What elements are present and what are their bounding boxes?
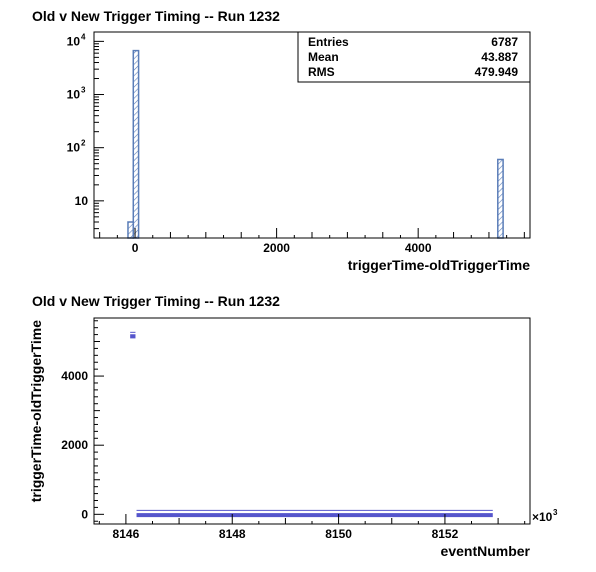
stats-box: Entries 6787 Mean 43.887 RMS 479.949 bbox=[297, 31, 531, 83]
histogram-y-tick-label: 10 bbox=[75, 194, 89, 208]
histogram-y-tick-label: 10 bbox=[67, 88, 81, 102]
scatter-title: Old v New Trigger Timing -- Run 1232 bbox=[32, 293, 280, 309]
stats-box-frame bbox=[297, 31, 531, 83]
stats-row-label: Entries bbox=[308, 35, 349, 49]
scatter-y-axis: 0 2000 4000 bbox=[61, 320, 104, 522]
histogram-x-label: triggerTime-oldTriggerTime bbox=[348, 257, 531, 273]
scatter-frame bbox=[93, 317, 531, 525]
histogram-x-tick-label: 2000 bbox=[263, 241, 290, 255]
scatter-point-cluster bbox=[136, 513, 493, 518]
histogram-y-tick-exponent: 3 bbox=[81, 86, 86, 95]
scatter-point-cluster bbox=[130, 334, 136, 339]
scatter-y-tick-label: 0 bbox=[81, 507, 88, 521]
histogram-x-axis: 0 2000 4000 bbox=[99, 228, 525, 255]
scatter-points bbox=[130, 331, 493, 518]
histogram-y-tick-exponent: 2 bbox=[81, 139, 86, 148]
scatter-x-tick-label: 8148 bbox=[219, 527, 246, 541]
stats-row-label: RMS bbox=[308, 65, 335, 79]
scatter-x-axis: 8146 8148 8150 8152 bbox=[98, 514, 526, 541]
histogram-y-tick-exponent: 4 bbox=[81, 32, 86, 41]
scatter-x-tick-label: 8150 bbox=[325, 527, 352, 541]
histogram-bin bbox=[127, 221, 135, 239]
scatter-x-tick-label: 8146 bbox=[113, 527, 140, 541]
histogram-y-tick-label: 10 bbox=[67, 34, 81, 48]
x-multiplier: ×10 3 bbox=[532, 508, 558, 524]
scatter-y-label: triggerTime-oldTriggerTime bbox=[28, 320, 44, 503]
x-multiplier-exponent: 3 bbox=[553, 508, 558, 517]
stats-row-label: Mean bbox=[308, 50, 339, 64]
stats-row-value: 6787 bbox=[491, 35, 518, 49]
stats-row-value: 479.949 bbox=[475, 65, 519, 79]
stats-row-value: 43.887 bbox=[481, 50, 518, 64]
scatter-x-label: eventNumber bbox=[441, 543, 531, 559]
scatter-y-tick-label: 2000 bbox=[61, 438, 88, 452]
histogram-title: Old v New Trigger Timing -- Run 1232 bbox=[32, 8, 280, 24]
stats-rows: Entries 6787 Mean 43.887 RMS 479.949 bbox=[308, 35, 518, 79]
histogram-bin bbox=[132, 49, 140, 239]
scatter-x-tick-label: 8152 bbox=[432, 527, 459, 541]
scatter-panel: Old v New Trigger Timing -- Run 1232 814… bbox=[28, 293, 558, 559]
histogram-y-tick-label: 10 bbox=[67, 141, 81, 155]
histogram-bin bbox=[497, 158, 504, 239]
histogram-x-tick-label: 4000 bbox=[405, 241, 432, 255]
x-multiplier-base: ×10 bbox=[532, 510, 553, 524]
histogram-x-tick-label: 0 bbox=[132, 241, 139, 255]
scatter-y-tick-label: 4000 bbox=[61, 369, 88, 383]
histogram-panel: Old v New Trigger Timing -- Run 1232 0 20… bbox=[32, 8, 531, 273]
